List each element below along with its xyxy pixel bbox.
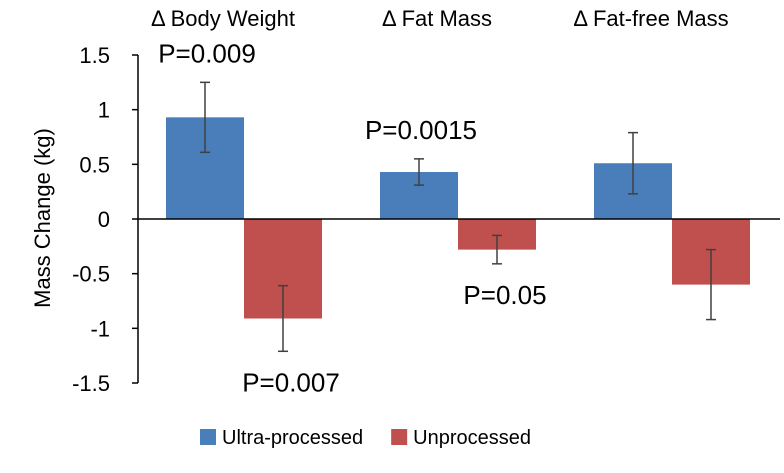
y-tick-label: 0 [98, 207, 110, 232]
legend-item-1: Unprocessed [391, 427, 531, 449]
error-bar-0-0 [200, 81, 210, 154]
error-bar-1-1 [492, 234, 502, 265]
p-value-label-2: P=0.0015 [365, 115, 477, 145]
y-tick-label: -1.5 [72, 371, 110, 396]
error-bar-1-0 [278, 284, 288, 353]
y-tick-label: 1.5 [79, 43, 110, 68]
legend-label: Ultra-processed [222, 427, 363, 449]
p-value-label-0: P=0.009 [158, 38, 256, 68]
category-label-1: Δ Fat Mass [382, 6, 492, 31]
legend: Ultra-processed Unprocessed [200, 427, 531, 449]
legend-swatch [391, 429, 408, 445]
y-tick-label: 1 [98, 98, 110, 123]
bars-group [166, 117, 750, 319]
labels-group: Δ Body Weight Δ Fat Mass Δ Fat-free Mass -1… [72, 6, 729, 397]
error-bar-1-2 [706, 248, 716, 321]
legend-swatch [200, 429, 216, 445]
category-label-0: Δ Body Weight [151, 6, 295, 31]
y-tick-label: -1 [90, 316, 110, 341]
p-value-label-1: P=0.007 [242, 367, 340, 397]
legend-item-0: Ultra-processed [200, 427, 363, 449]
error-bar-0-1 [414, 158, 424, 186]
category-label-2: Δ Fat-free Mass [573, 6, 728, 31]
axes-group [132, 54, 780, 384]
y-axis-title: Mass Change (kg) [30, 128, 55, 308]
y-tick-label: -0.5 [72, 262, 110, 287]
error-bars-group [200, 81, 716, 353]
p-value-label-3: P=0.05 [463, 280, 546, 310]
error-bar-0-2 [628, 131, 638, 195]
y-tick-label: 0.5 [79, 152, 110, 177]
legend-label: Unprocessed [413, 427, 531, 449]
